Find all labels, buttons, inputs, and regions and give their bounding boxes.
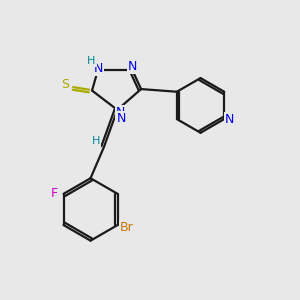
Text: H: H xyxy=(92,136,100,146)
Text: H: H xyxy=(87,56,96,66)
Text: F: F xyxy=(51,187,58,200)
Text: N: N xyxy=(128,60,137,73)
Text: N: N xyxy=(117,112,127,125)
Text: N: N xyxy=(225,113,234,126)
Text: N: N xyxy=(93,62,103,75)
Text: Br: Br xyxy=(120,221,134,234)
Text: S: S xyxy=(61,78,69,91)
Text: N: N xyxy=(116,106,125,119)
